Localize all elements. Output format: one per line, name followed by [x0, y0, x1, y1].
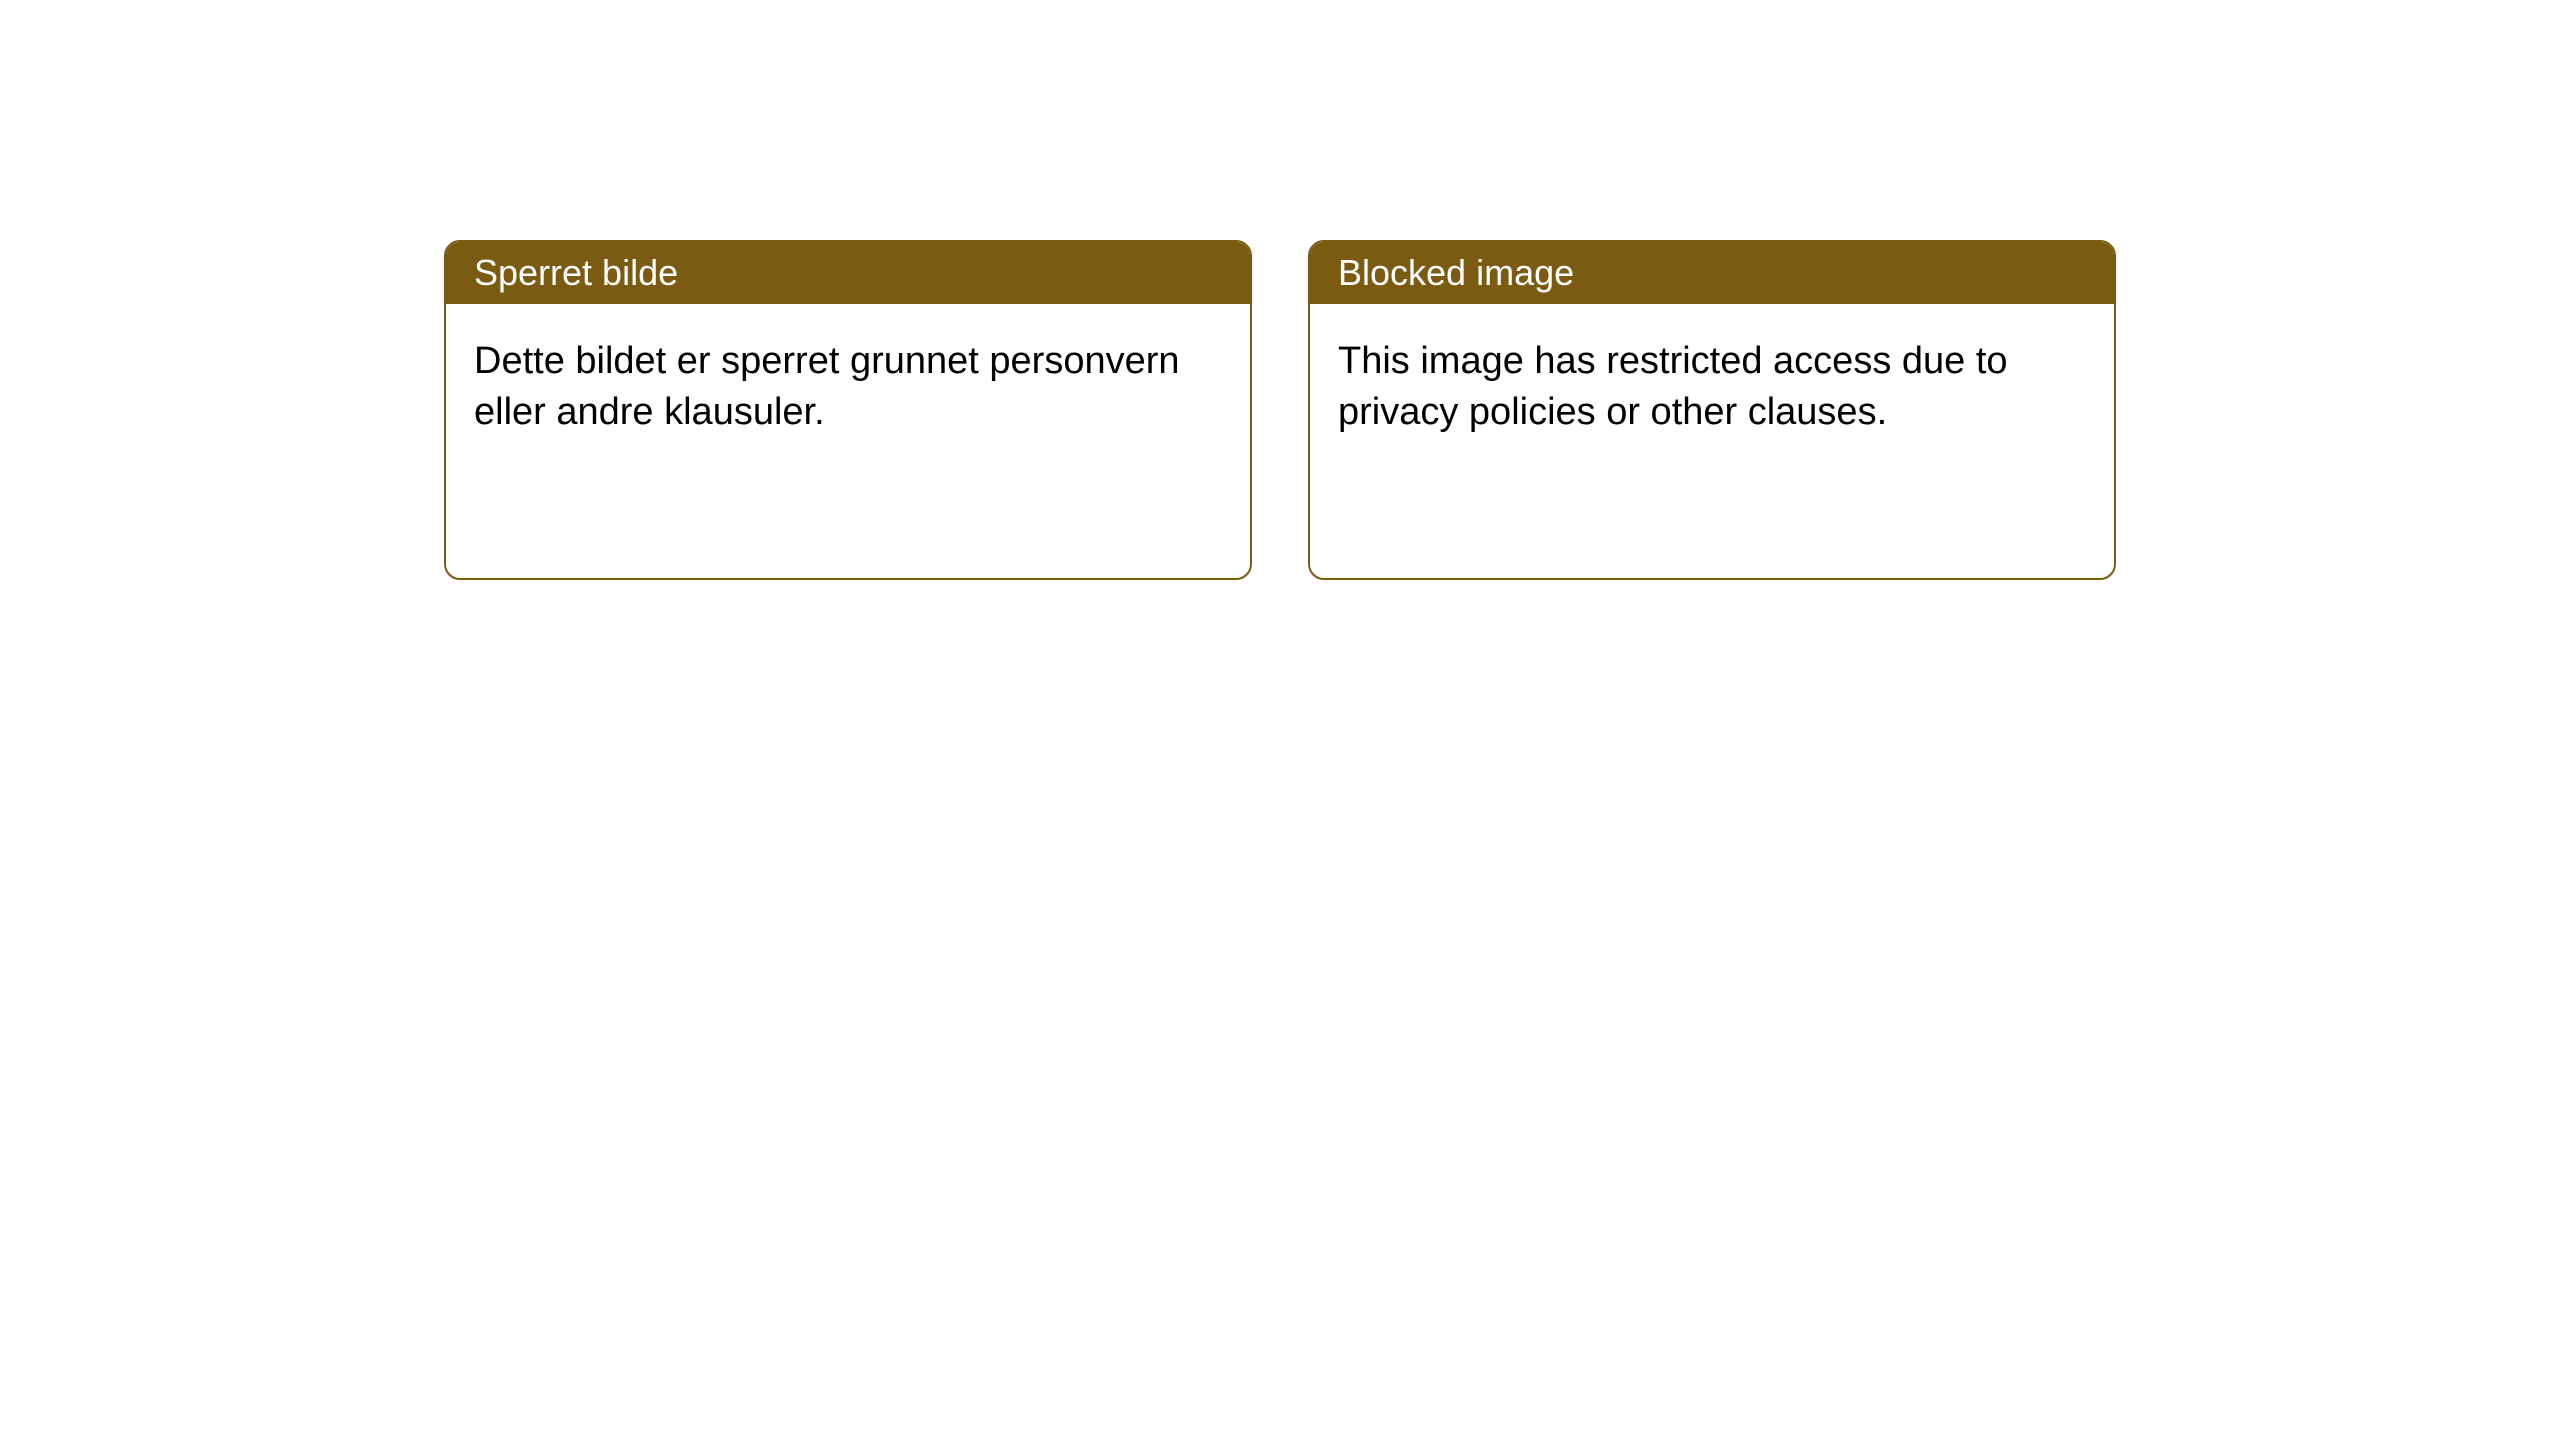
card-body: Dette bildet er sperret grunnet personve…	[446, 304, 1250, 471]
card-body: This image has restricted access due to …	[1310, 304, 2114, 471]
card-message: Dette bildet er sperret grunnet personve…	[474, 340, 1180, 433]
card-title: Sperret bilde	[474, 252, 678, 293]
blocked-image-card-no: Sperret bilde Dette bildet er sperret gr…	[444, 240, 1252, 580]
cards-container: Sperret bilde Dette bildet er sperret gr…	[444, 240, 2116, 580]
card-message: This image has restricted access due to …	[1338, 340, 2008, 433]
card-header: Blocked image	[1310, 242, 2114, 304]
card-header: Sperret bilde	[446, 242, 1250, 304]
blocked-image-card-en: Blocked image This image has restricted …	[1308, 240, 2116, 580]
card-title: Blocked image	[1338, 252, 1574, 293]
